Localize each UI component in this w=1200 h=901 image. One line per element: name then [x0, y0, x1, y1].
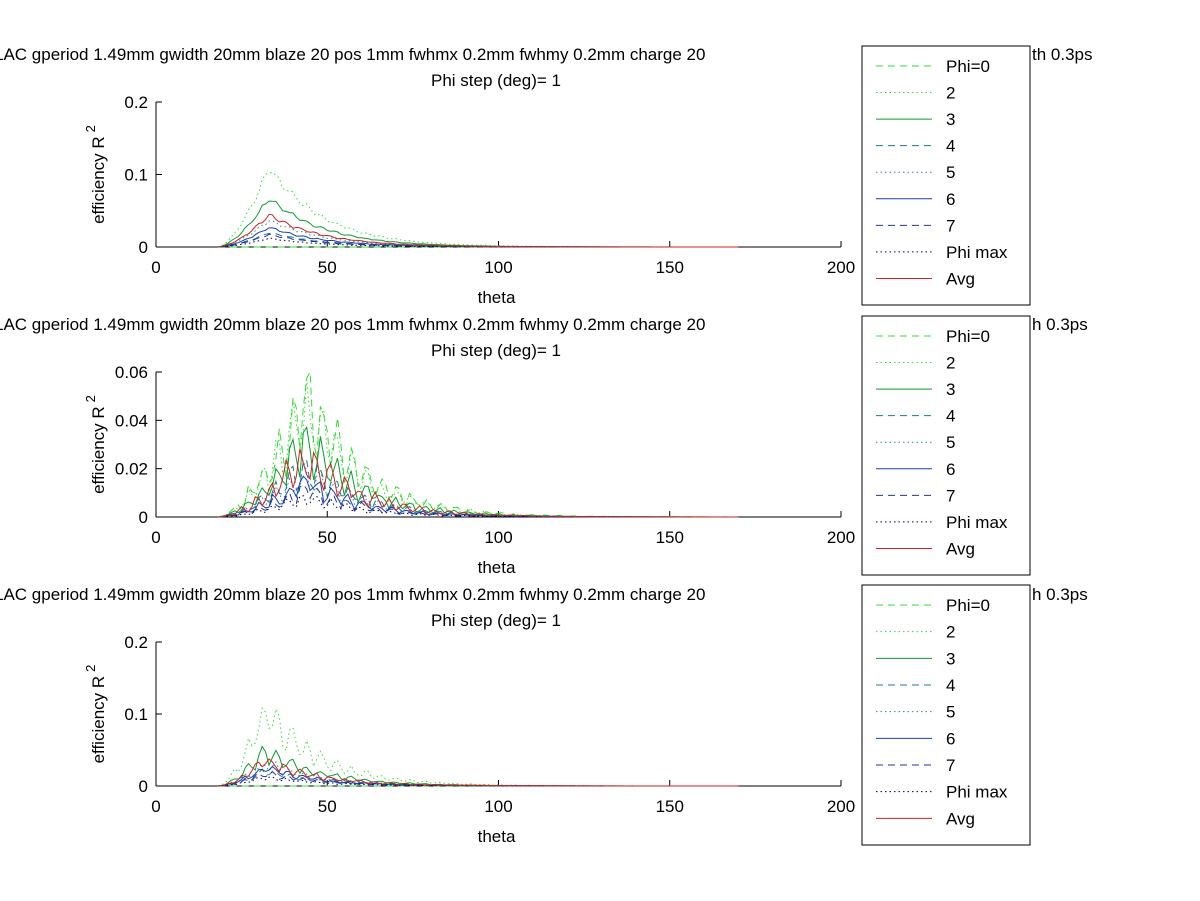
chart-title: LAC gperiod 1.49mm gwidth 20mm blaze 20 …: [0, 315, 705, 334]
series-line-5: [217, 227, 739, 248]
x-tick-label: 200: [827, 528, 855, 547]
legend-entry: Phi=0: [946, 596, 990, 615]
legend-entry: Phi=0: [946, 327, 990, 346]
chart-subtitle: Phi step (deg)= 1: [431, 611, 561, 630]
x-tick-label: 0: [151, 797, 160, 816]
series-line-8: [217, 758, 739, 787]
y-tick-label: 0: [139, 508, 148, 527]
chart-subtitle: Phi step (deg)= 1: [431, 71, 561, 90]
y-tick-label: 0.2: [124, 633, 148, 652]
x-tick-label: 200: [827, 258, 855, 277]
legend-entry: 6: [946, 729, 955, 748]
y-tick-label: 0.1: [124, 705, 148, 724]
legend-entry: 2: [946, 84, 955, 103]
x-tick-label: 50: [318, 528, 337, 547]
legend-entry: 7: [946, 216, 955, 235]
chart-title-tail: h 0.3ps: [1032, 585, 1088, 604]
chart-title-tail: h 0.3ps: [1032, 315, 1088, 334]
y-tick-label: 0.2: [124, 93, 148, 112]
legend-entry: Avg: [946, 809, 975, 828]
legend-entry: 4: [946, 676, 955, 695]
legend-entry: 7: [946, 486, 955, 505]
y-axis-label: efficiency R 2: [83, 395, 108, 494]
x-tick-label: 100: [484, 528, 512, 547]
y-axis-label: efficiency R 2: [83, 665, 108, 764]
x-tick-label: 50: [318, 797, 337, 816]
legend-entry: 2: [946, 354, 955, 373]
legend-entry: 6: [946, 460, 955, 479]
legend-entry: 4: [946, 137, 955, 156]
x-tick-label: 200: [827, 797, 855, 816]
legend-box: [861, 315, 1031, 576]
legend-box: [861, 584, 1031, 846]
chart-title: LAC gperiod 1.49mm gwidth 20mm blaze 20 …: [0, 585, 705, 604]
legend-entry: 3: [946, 380, 955, 399]
y-tick-label: 0: [139, 777, 148, 796]
y-axis-label: efficiency R 2: [83, 125, 108, 224]
series-line-4: [217, 220, 739, 248]
y-tick-label: 0: [139, 238, 148, 257]
legend: Phi=0 2 3 4 5 6 7 Phi max Avg: [861, 315, 1031, 576]
legend-entry: 6: [946, 190, 955, 209]
legend-entry: 5: [946, 703, 955, 722]
y-axis-label-text: efficiency R: [89, 676, 108, 764]
legend-entry: 2: [946, 623, 955, 642]
x-axis-label: theta: [478, 558, 516, 577]
x-tick-label: 50: [318, 258, 337, 277]
series-line-6: [217, 483, 739, 518]
series-line-4: [217, 460, 739, 518]
legend-entry: 3: [946, 649, 955, 668]
series-line-3: [217, 459, 739, 518]
legend-entry: Phi max: [946, 783, 1008, 802]
legend: Phi=0 2 3 4 5 6 7 Phi max Avg: [861, 584, 1031, 846]
legend-entry: Phi=0: [946, 57, 990, 76]
x-axis-label: theta: [478, 827, 516, 846]
series-line-2: [217, 200, 739, 248]
legend-entry: Phi max: [946, 243, 1008, 262]
series-line-5: [217, 765, 739, 787]
series-line-8: [217, 448, 739, 518]
legend-entry: 4: [946, 407, 955, 426]
legend-entry: Avg: [946, 269, 975, 288]
legend-box: [861, 45, 1031, 306]
y-tick-label: 0.06: [115, 363, 148, 382]
x-tick-label: 150: [656, 528, 684, 547]
legend-entry: Phi max: [946, 513, 1008, 532]
x-tick-label: 150: [656, 258, 684, 277]
x-tick-label: 100: [484, 258, 512, 277]
y-axis-label-sup: 2: [83, 395, 98, 402]
series-line-2: [217, 745, 739, 787]
y-tick-label: 0.04: [115, 411, 148, 430]
legend-entry: 5: [946, 433, 955, 452]
legend-entry: Avg: [946, 539, 975, 558]
y-axis-label-sup: 2: [83, 125, 98, 132]
series-line-8: [217, 213, 739, 248]
chart-panel-3: 0 50 100 150 200 0 0.1 0.2 LAC gperiod 1.49mm gw…: [0, 584, 1088, 846]
legend-entry: 7: [946, 756, 955, 775]
chart-panel-2: 0 50 100 150 200 0 0.02 0.04 0.06 LAC gperiod 1.4…: [0, 315, 1088, 577]
series-line-7: [217, 495, 739, 518]
chart-title: LAC gperiod 1.49mm gwidth 20mm blaze 20 …: [0, 45, 705, 64]
series-line-2: [217, 425, 739, 518]
series-line-3: [217, 768, 739, 787]
y-tick-label: 0.1: [124, 166, 148, 185]
x-tick-label: 0: [151, 258, 160, 277]
y-axis-label-text: efficiency R: [89, 136, 108, 224]
y-axis-label-sup: 2: [83, 665, 98, 672]
legend-entry: 3: [946, 110, 955, 129]
y-axis-label-text: efficiency R: [89, 406, 108, 494]
chart-subtitle: Phi step (deg)= 1: [431, 341, 561, 360]
x-axis-label: theta: [478, 288, 516, 307]
x-tick-label: 150: [656, 797, 684, 816]
y-tick-label: 0.02: [115, 460, 148, 479]
x-tick-label: 100: [484, 797, 512, 816]
chart-title-tail: th 0.3ps: [1032, 45, 1093, 64]
legend-entry: 5: [946, 163, 955, 182]
chart-panel-1: 0 50 100 150 200 0 0.1 0.2 LAC gperiod 1.49mm gw…: [0, 45, 1093, 307]
x-tick-label: 0: [151, 528, 160, 547]
legend: Phi=0 2 3 4 5 6 7 Phi max Avg: [861, 45, 1031, 306]
